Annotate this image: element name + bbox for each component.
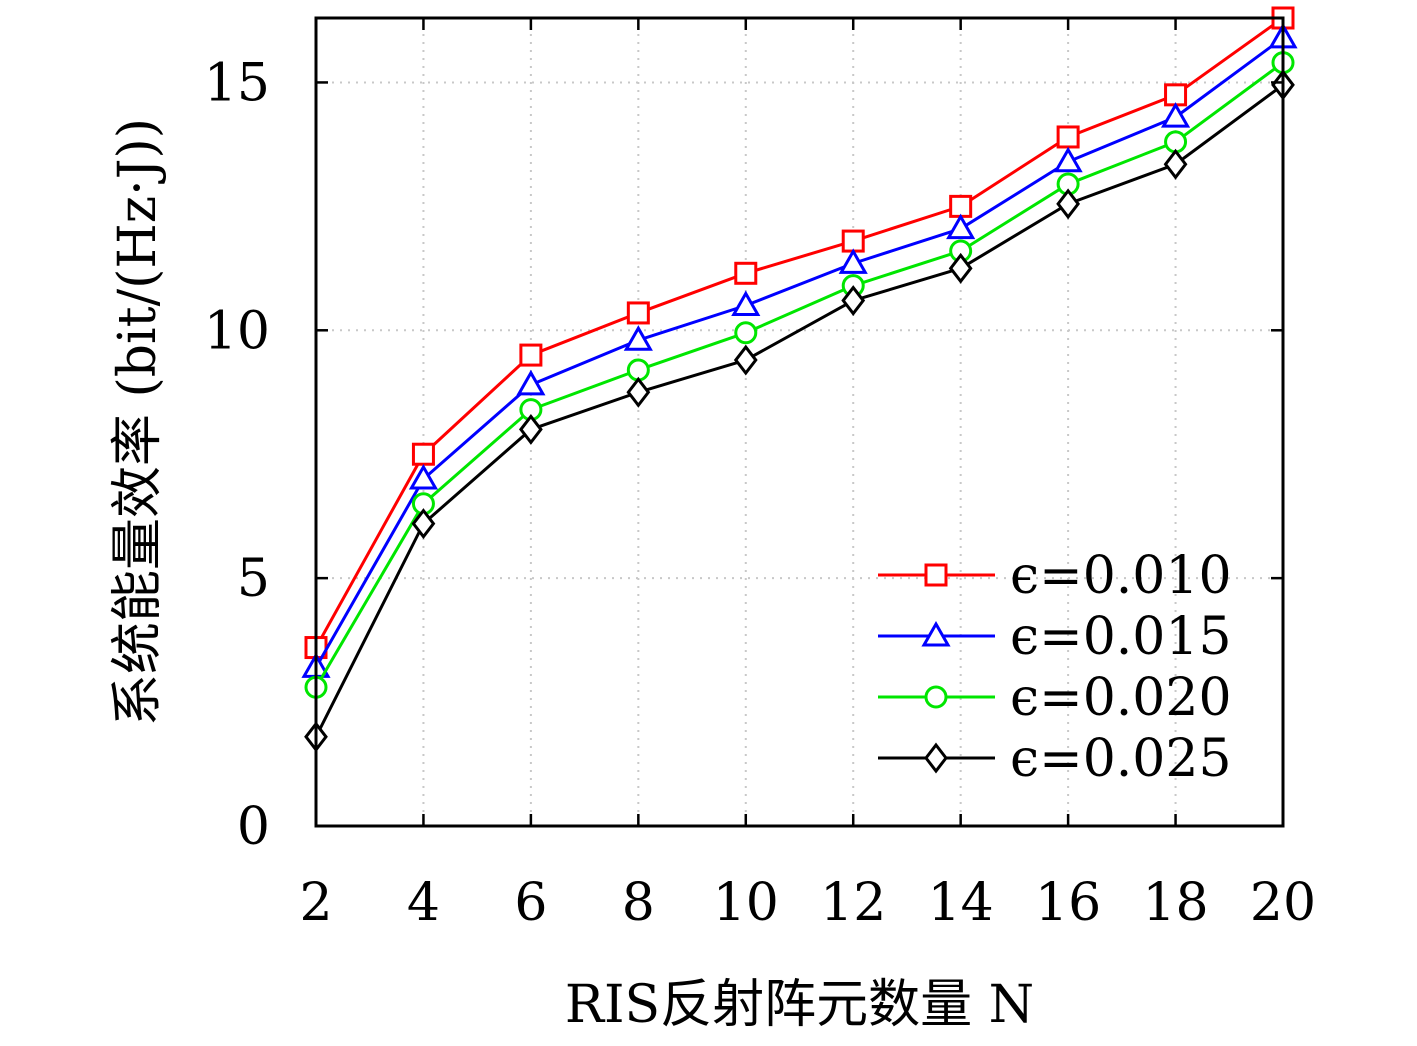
data-point <box>949 194 973 218</box>
y-tick-label: 15 <box>204 53 270 113</box>
data-point <box>518 413 543 445</box>
data-point <box>626 376 651 408</box>
y-tick-label: 5 <box>237 549 270 609</box>
data-point <box>519 343 543 367</box>
axis-ticks: 2 4 6 8 10 12 14 16 18 20 0 5 10 15 <box>204 18 1316 933</box>
series-1 <box>304 6 1295 660</box>
legend-entry-2: ϵ=0.015 <box>878 607 1232 667</box>
data-point <box>841 285 866 317</box>
plot-frame <box>314 16 1285 828</box>
legend-marker <box>921 620 951 647</box>
x-tick-label: 8 <box>622 873 655 933</box>
data-point <box>1053 146 1083 173</box>
data-point <box>733 344 758 376</box>
x-axis-label: RIS反射阵元数量 N <box>565 975 1034 1035</box>
legend-label: ϵ=0.025 <box>1010 729 1232 789</box>
data-point <box>626 301 650 325</box>
data-point <box>408 463 439 490</box>
y-tick-label: 10 <box>204 301 270 361</box>
data-point <box>734 321 758 345</box>
data-point <box>731 290 761 317</box>
x-tick-label: 16 <box>1035 873 1101 933</box>
x-tick-label: 6 <box>514 873 547 933</box>
series-line <box>314 61 1284 688</box>
y-axis-label: 系统能量效率 (bit/(Hz·J)) <box>108 118 168 726</box>
x-tick-label: 10 <box>713 873 779 933</box>
data-point <box>946 213 976 240</box>
series-line <box>314 16 1284 649</box>
data-point <box>1160 102 1191 128</box>
legend-entry-1: ϵ=0.010 <box>878 546 1232 606</box>
series-line <box>314 83 1284 738</box>
data-point <box>1164 83 1188 107</box>
data-point <box>623 325 653 351</box>
data-point <box>516 369 546 396</box>
x-tick-label: 4 <box>407 873 440 933</box>
x-tick-label: 2 <box>299 873 332 933</box>
x-tick-label: 18 <box>1142 873 1208 933</box>
legend-marker <box>924 685 948 709</box>
legend-label: ϵ=0.015 <box>1010 607 1232 667</box>
data-point <box>411 442 435 466</box>
data-point <box>734 261 758 285</box>
legend-marker <box>924 742 948 774</box>
grid <box>316 18 1283 826</box>
series-2 <box>301 22 1298 678</box>
data-point <box>838 248 868 274</box>
data-point <box>411 508 436 540</box>
data-point <box>1056 188 1081 220</box>
series-line <box>314 36 1284 669</box>
data-point <box>1163 148 1188 180</box>
data-point <box>948 252 973 284</box>
legend-entry-3: ϵ=0.020 <box>878 668 1232 728</box>
x-tick-label: 20 <box>1250 873 1316 933</box>
legend-marker <box>924 563 948 587</box>
data-point <box>841 229 865 253</box>
legend-entry-4: ϵ=0.025 <box>878 729 1232 789</box>
x-tick-label: 12 <box>820 873 886 933</box>
legend-label: ϵ=0.010 <box>1010 546 1232 606</box>
y-tick-label: 0 <box>237 797 270 857</box>
legend-label: ϵ=0.020 <box>1010 668 1232 728</box>
series-layer <box>301 6 1298 753</box>
x-tick-label: 14 <box>928 873 994 933</box>
data-point <box>1056 125 1080 149</box>
